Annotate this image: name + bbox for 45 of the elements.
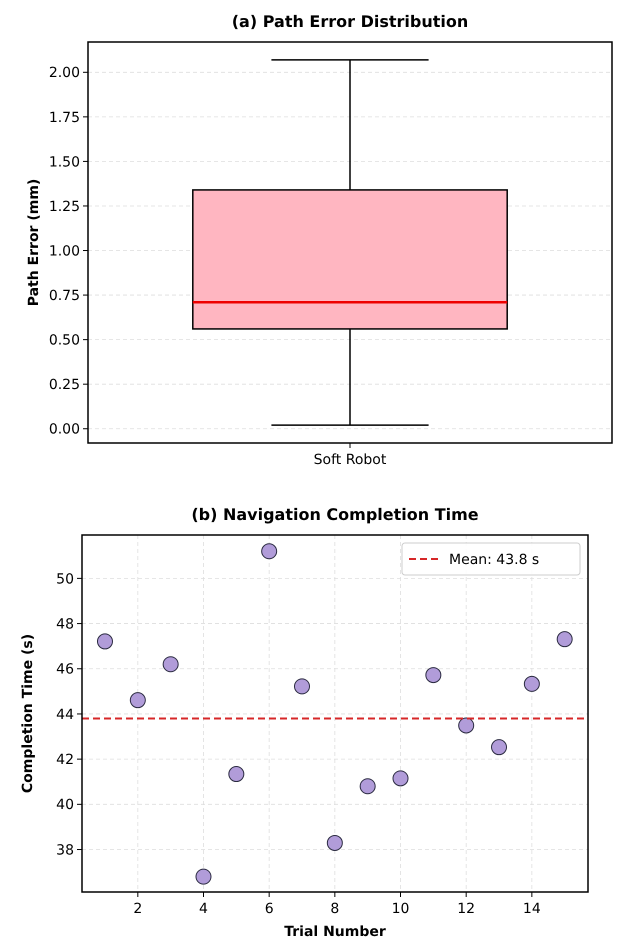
x-tick-label: 6 xyxy=(264,901,274,917)
y-tick-label: 1.75 xyxy=(48,110,80,126)
point xyxy=(360,778,376,794)
y-axis-title: Completion Time (s) xyxy=(20,634,36,794)
y-tick-label: 0.00 xyxy=(48,422,80,438)
point xyxy=(96,633,113,650)
point xyxy=(524,676,540,692)
y-tick-label: 48 xyxy=(56,616,74,632)
point xyxy=(195,868,212,885)
x-tick-label: 14 xyxy=(522,901,541,917)
point xyxy=(425,667,442,684)
y-tick-label: 0.75 xyxy=(48,288,80,304)
point xyxy=(458,717,474,734)
point xyxy=(294,678,310,694)
point xyxy=(261,543,278,560)
legend-label: Mean: 43.8 s xyxy=(449,552,540,568)
x-tick-label: 10 xyxy=(392,901,410,917)
y-tick-label: 46 xyxy=(56,662,74,678)
x-tick-label: 4 xyxy=(199,901,208,917)
chart-title: (b) Navigation Completion Time xyxy=(191,505,479,524)
chart-title: (a) Path Error Distribution xyxy=(232,12,468,31)
point xyxy=(326,834,343,851)
y-tick-label: 50 xyxy=(56,571,74,588)
y-tick-label: 0.50 xyxy=(48,332,80,349)
x-tick-label: 12 xyxy=(457,901,476,917)
x-tick-label: Soft Robot xyxy=(314,452,387,468)
x-tick-label: 2 xyxy=(133,901,142,917)
x-axis-title: Trial Number xyxy=(284,924,386,940)
x-tick-label: 8 xyxy=(330,901,340,917)
point xyxy=(392,770,409,786)
y-tick-label: 40 xyxy=(56,797,74,814)
y-tick-label: 42 xyxy=(56,752,74,768)
y-tick-label: 2.00 xyxy=(48,65,80,82)
point xyxy=(228,766,244,782)
point xyxy=(556,631,573,648)
y-tick-label: 1.50 xyxy=(48,154,80,170)
y-tick-label: 38 xyxy=(56,842,74,858)
y-tick-label: 1.25 xyxy=(48,198,80,215)
y-axis-title: Path Error (mm) xyxy=(26,178,42,306)
y-tick-label: 44 xyxy=(56,706,74,723)
point xyxy=(162,656,179,672)
y-tick-label: 1.00 xyxy=(48,243,80,260)
point xyxy=(130,692,146,708)
y-tick-label: 0.25 xyxy=(48,377,80,394)
point xyxy=(491,739,508,756)
